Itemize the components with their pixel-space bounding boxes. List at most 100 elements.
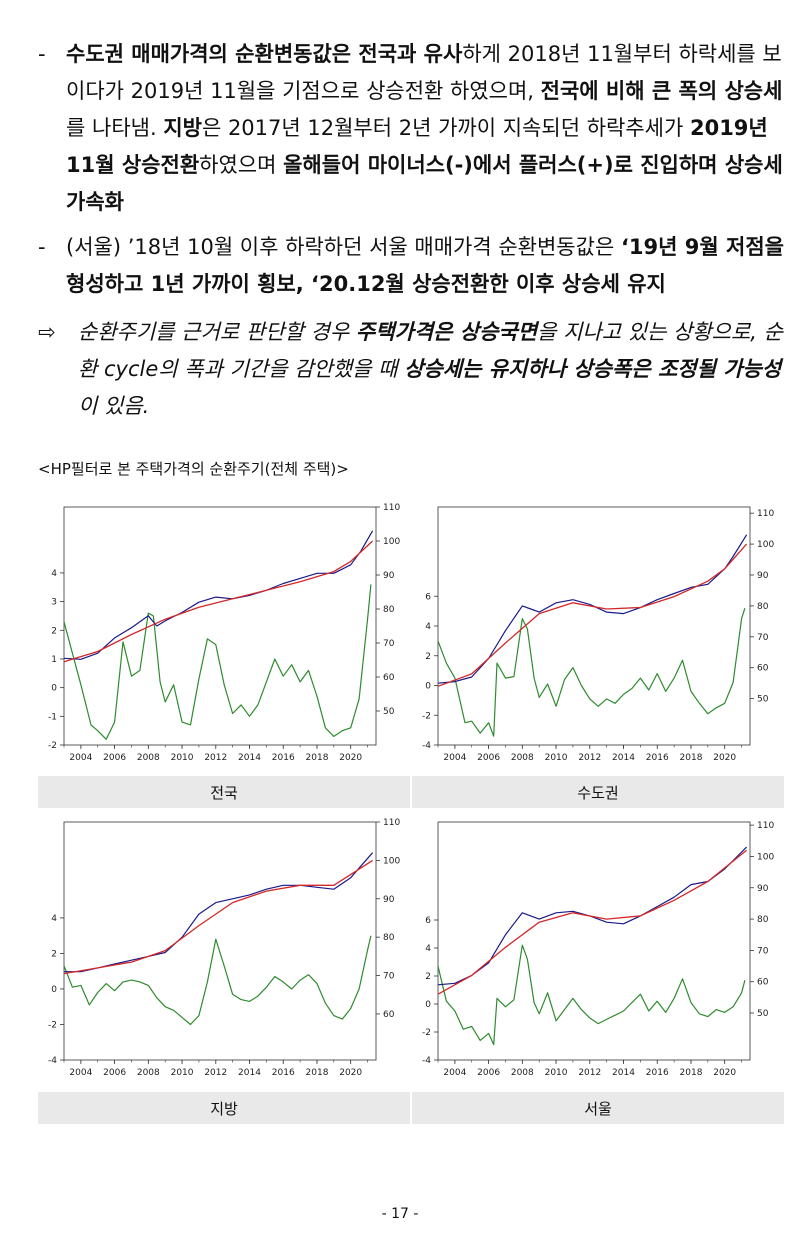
x-tick-label: 2016 [272, 753, 295, 763]
cycle-series-line [437, 944, 746, 1046]
body-text: (서울) ’18년 10월 이후 하락하던 서울 매매가격 순환변동값은 [66, 235, 621, 259]
x-tick-label: 2012 [204, 753, 227, 763]
x-tick-label: 2018 [680, 1068, 703, 1078]
right-tick-label: 110 [757, 821, 774, 831]
left-tick-label: 0 [51, 684, 57, 694]
left-tick-label: -2 [422, 711, 431, 721]
right-tick-label: 100 [757, 852, 774, 862]
right-tick-label: 50 [383, 707, 395, 717]
figure-title: <HP필터로 본 주택가격의 순환주기(전체 주택)> [38, 460, 349, 478]
emphasis-text: 상승세는 유지하나 상승폭은 조정될 가능성 [404, 357, 782, 381]
left-tick-label: -4 [48, 1056, 57, 1066]
x-tick-label: 2006 [103, 753, 126, 763]
emphasis-text: 주택가격은 상승국면 [355, 320, 538, 344]
x-tick-label: 2012 [204, 1068, 227, 1078]
x-tick-label: 2008 [511, 1068, 534, 1078]
x-tick-label: 2018 [306, 1068, 329, 1078]
cycle-series-line [63, 584, 372, 740]
right-tick-label: 90 [757, 884, 769, 894]
right-tick-label: 70 [383, 972, 395, 982]
conclusion-text: 순환주기를 근거로 판단할 경우 주택가격은 상승국면을 지나고 있는 상황으로… [78, 314, 788, 425]
x-tick-label: 2014 [238, 1068, 261, 1078]
trend-series-line [63, 859, 373, 975]
emphasis-text: 올해들어 마이너스(-)에서 플러스(+)로 진입하며 상승세 가속화 [66, 153, 783, 214]
left-tick-label: -2 [422, 1028, 431, 1038]
left-tick-label: -2 [48, 741, 57, 751]
left-tick-label: 0 [425, 1000, 431, 1010]
x-tick-label: 2004 [69, 1068, 92, 1078]
right-tick-label: 80 [757, 602, 769, 612]
caption-capital: 수도권 [412, 776, 784, 808]
body-text: 를 나타냄. [66, 116, 164, 140]
x-tick-label: 2004 [443, 753, 466, 763]
left-tick-label: 4 [425, 622, 431, 632]
right-tick-label: 80 [383, 605, 395, 615]
price-index-series-line [64, 852, 374, 973]
left-tick-label: 0 [425, 682, 431, 692]
x-tick-label: 2008 [137, 1068, 160, 1078]
x-tick-label: 2006 [477, 1068, 500, 1078]
chart-panel-provinces: 2004 2006 2008 2010 2012 2014 2016 2018 2020 -4 -2… [38, 810, 410, 1090]
trend-series-line [437, 543, 748, 687]
x-tick-label: 2016 [646, 753, 669, 763]
right-tick-label: 70 [383, 639, 395, 649]
right-tick-label: 110 [383, 818, 400, 828]
x-tick-label: 2020 [713, 1068, 736, 1078]
x-tick-label: 2008 [137, 753, 160, 763]
chart-panel-capital: 2004 2006 2008 2010 2012 2014 2016 2018 2020 -4 -2… [412, 495, 784, 775]
x-tick-label: 2016 [272, 1068, 295, 1078]
emphasis-text: 수도권 매매가격의 순환변동값은 전국과 유사 [66, 42, 463, 66]
left-tick-label: 2 [51, 626, 57, 636]
left-tick-label: 2 [425, 652, 431, 662]
left-tick-label: 6 [425, 916, 431, 926]
x-tick-label: 2014 [612, 1068, 635, 1078]
left-tick-label: 4 [51, 569, 57, 579]
chart-capital: 2004 2006 2008 2010 2012 2014 2016 2018 2020 -4 -2… [422, 506, 774, 763]
left-tick-label: 2 [51, 949, 57, 959]
right-tick-label: 70 [757, 633, 769, 643]
caption-seoul: 서울 [412, 1092, 784, 1124]
left-tick-label: 6 [425, 592, 431, 602]
right-tick-label: 60 [757, 978, 769, 988]
body-text: 순환주기를 근거로 판단할 경우 [78, 320, 356, 344]
chart-national: 2004 2006 2008 2010 2012 2014 2016 2018 2020-2-1… [48, 503, 400, 763]
left-tick-label: 2 [425, 972, 431, 982]
conclusion: ⇨ 순환주기를 근거로 판단할 경우 주택가격은 상승국면을 지나고 있는 상황… [38, 314, 788, 425]
x-tick-label: 2020 [339, 1068, 362, 1078]
bullet-2-text: (서울) ’18년 10월 이후 하락하던 서울 매매가격 순환변동값은 ‘19… [66, 229, 788, 303]
emphasis-text: 지방 [163, 116, 202, 140]
plot-frame [63, 821, 377, 1061]
x-tick-label: 2004 [443, 1068, 466, 1078]
x-tick-label: 2010 [545, 1068, 568, 1078]
emphasis-text: ‘19년 9월 저점을 형성하고 1년 가까이 횡보, ‘20.12월 상승전환… [66, 235, 784, 296]
bullet-1-text: 수도권 매매가격의 순환변동값은 전국과 유사하게 2018년 11월부터 하락… [66, 36, 788, 221]
page-number: - 17 - [381, 1206, 419, 1222]
right-tick-label: 60 [757, 664, 769, 674]
cycle-series-line [437, 608, 746, 737]
right-tick-label: 60 [383, 673, 395, 683]
x-tick-label: 2016 [646, 1068, 669, 1078]
right-tick-label: 80 [383, 933, 395, 943]
right-tick-label: 100 [383, 856, 400, 866]
bullet-dash: - [38, 235, 46, 259]
left-tick-label: -4 [422, 741, 431, 751]
right-tick-label: 80 [757, 915, 769, 925]
right-tick-label: 110 [383, 503, 400, 513]
right-tick-label: 60 [383, 1010, 395, 1020]
chart-seoul: 2004 2006 2008 2010 2012 2014 2016 2018 2020 -4 -2… [422, 821, 774, 1078]
trend-series-line [63, 540, 374, 663]
caption-provinces: 지방 [38, 1092, 410, 1124]
x-tick-label: 2006 [103, 1068, 126, 1078]
plot-frame [437, 506, 751, 746]
x-tick-label: 2014 [612, 753, 635, 763]
emphasis-text: 전국에 비해 큰 폭의 상승세 [540, 79, 783, 103]
bullet-1: - 수도권 매매가격의 순환변동값은 전국과 유사하게 2018년 11월부터 … [38, 36, 788, 221]
right-tick-label: 70 [757, 946, 769, 956]
right-tick-label: 110 [757, 509, 774, 519]
left-tick-label: 3 [51, 598, 57, 608]
body-text: 하였으며 [199, 153, 284, 177]
plot-frame [437, 821, 751, 1061]
x-tick-label: 2014 [238, 753, 261, 763]
left-tick-label: 4 [51, 914, 57, 924]
body-text: 하게 2018년 11월부터 하락세를 보이다가 2019년 11월을 기점으로… [66, 42, 782, 103]
